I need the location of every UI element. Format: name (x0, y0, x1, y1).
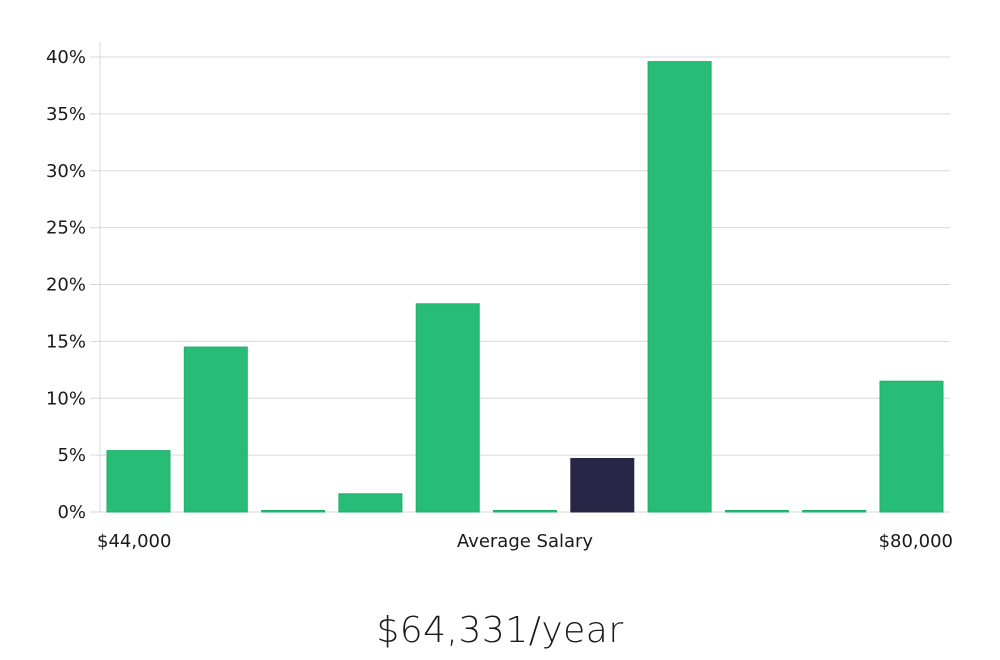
bar (802, 510, 867, 513)
bar (183, 346, 248, 513)
bar-highlighted (570, 458, 635, 513)
y-tick-label: 5% (57, 445, 86, 466)
y-tick-label: 40% (46, 47, 86, 68)
bars (106, 61, 944, 513)
bar (106, 450, 171, 513)
bar (261, 510, 326, 513)
salary-histogram: 0% 5% 10% 15% 20% 25% 30% 35% 40% $44,000 Averag… (46, 42, 953, 552)
bar (338, 493, 403, 513)
x-axis-min-label: $44,000 (97, 531, 171, 552)
y-tick-label: 25% (46, 218, 86, 239)
y-tick-label: 0% (57, 502, 86, 523)
x-axis-max-label: $80,000 (879, 531, 953, 552)
y-tick-label: 15% (46, 331, 86, 352)
y-tick-label: 10% (46, 388, 86, 409)
average-salary-headline: $64,331/year (376, 610, 624, 651)
y-tick-label: 30% (46, 161, 86, 182)
y-tick-label: 35% (46, 104, 86, 125)
y-axis-ticks: 0% 5% 10% 15% 20% 25% 30% 35% 40% (46, 47, 86, 523)
x-axis-title: Average Salary (457, 531, 594, 552)
y-tick-label: 20% (46, 275, 86, 296)
bar (724, 510, 789, 513)
bar (647, 61, 712, 513)
bar (415, 303, 480, 513)
bar (493, 510, 557, 513)
bar (879, 380, 944, 513)
